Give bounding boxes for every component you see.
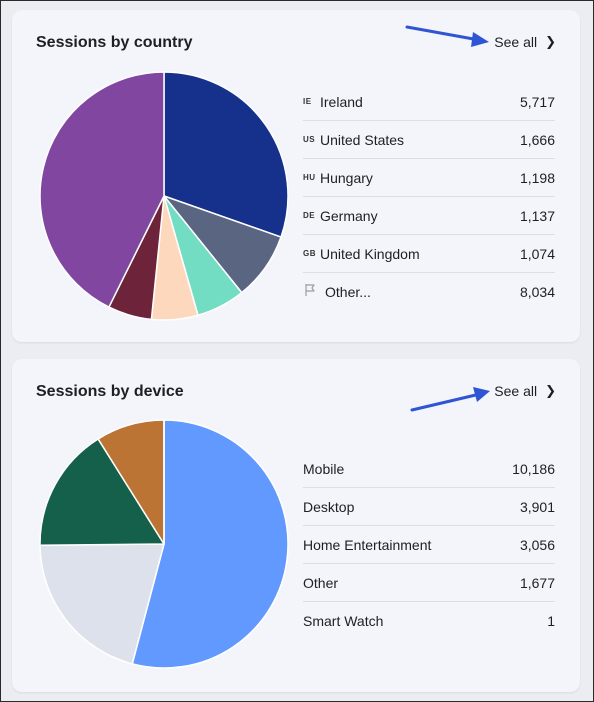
session-count: 1,666 — [519, 131, 555, 148]
table-row[interactable]: Home Entertainment 3,056 — [303, 526, 555, 564]
session-count: 1,198 — [519, 169, 555, 186]
session-count: 1,137 — [519, 207, 555, 224]
country-code: IE — [303, 97, 312, 106]
country-code: GB — [303, 249, 316, 258]
table-row[interactable]: IE Ireland 5,717 — [303, 83, 555, 121]
table-row[interactable]: Mobile 10,186 — [303, 450, 555, 488]
session-count: 5,717 — [519, 93, 555, 110]
country-name: United States — [320, 131, 405, 148]
see-all-label: See all — [494, 383, 538, 399]
country-code: HU — [303, 173, 316, 182]
country-name: Other... — [325, 283, 371, 300]
country-name: Hungary — [320, 169, 373, 186]
session-count: 3,056 — [519, 536, 555, 553]
table-row[interactable]: Other 1,677 — [303, 564, 555, 602]
table-row[interactable]: HU Hungary 1,198 — [303, 159, 555, 197]
table-row[interactable]: US United States 1,666 — [303, 121, 555, 159]
see-all-link[interactable]: See all ❯ — [494, 34, 556, 50]
pie-slice-desktop[interactable] — [39, 543, 165, 665]
country-name: Ireland — [320, 93, 363, 110]
see-all-label: See all — [494, 34, 538, 50]
country-code: US — [303, 135, 316, 144]
device-name: Desktop — [303, 498, 355, 515]
session-count: 1 — [547, 612, 555, 629]
device-name: Mobile — [303, 460, 345, 477]
sessions-by-country-card: Sessions by country See all ❯ IE Ireland… — [12, 10, 580, 342]
device-name: Other — [303, 574, 339, 591]
pie-slice-other[interactable] — [39, 71, 165, 308]
session-count: 1,074 — [519, 245, 555, 262]
session-count: 1,677 — [519, 574, 555, 591]
pie-slice-home-entertainment[interactable] — [39, 438, 165, 546]
country-pie-chart — [39, 71, 289, 321]
session-count: 3,901 — [519, 498, 555, 515]
table-row[interactable]: Other... 8,034 — [303, 273, 555, 310]
device-pie-chart — [39, 419, 289, 669]
table-row[interactable]: DE Germany 1,137 — [303, 197, 555, 235]
chevron-right-icon: ❯ — [545, 383, 556, 398]
table-row[interactable]: Smart Watch 1 — [303, 602, 555, 639]
chevron-right-icon: ❯ — [545, 34, 556, 49]
table-row[interactable]: GB United Kingdom 1,074 — [303, 235, 555, 273]
session-count: 8,034 — [519, 283, 555, 300]
see-all-link[interactable]: See all ❯ — [494, 383, 556, 399]
device-table: Mobile 10,186 Desktop 3,901 Home Enterta… — [303, 450, 555, 639]
flag-icon — [303, 283, 320, 300]
country-name: Germany — [320, 207, 378, 224]
card-title: Sessions by country — [36, 34, 193, 51]
pie-slice-mobile[interactable] — [131, 419, 289, 669]
country-code: DE — [303, 211, 316, 220]
card-title: Sessions by device — [36, 383, 184, 400]
country-name: United Kingdom — [320, 245, 420, 262]
session-count: 10,186 — [512, 460, 555, 477]
table-row[interactable]: Desktop 3,901 — [303, 488, 555, 526]
country-table: IE Ireland 5,717 US United States 1,666 … — [303, 83, 555, 310]
device-name: Home Entertainment — [303, 536, 432, 553]
device-name: Smart Watch — [303, 612, 384, 629]
sessions-by-device-card: Sessions by device See all ❯ Mobile 10,1… — [12, 359, 580, 692]
pie-slice-ireland[interactable] — [163, 71, 289, 238]
